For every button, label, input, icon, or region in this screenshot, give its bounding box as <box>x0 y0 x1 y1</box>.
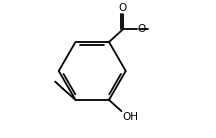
Text: O: O <box>137 24 146 34</box>
Text: O: O <box>119 3 127 13</box>
Text: OH: OH <box>122 112 138 122</box>
